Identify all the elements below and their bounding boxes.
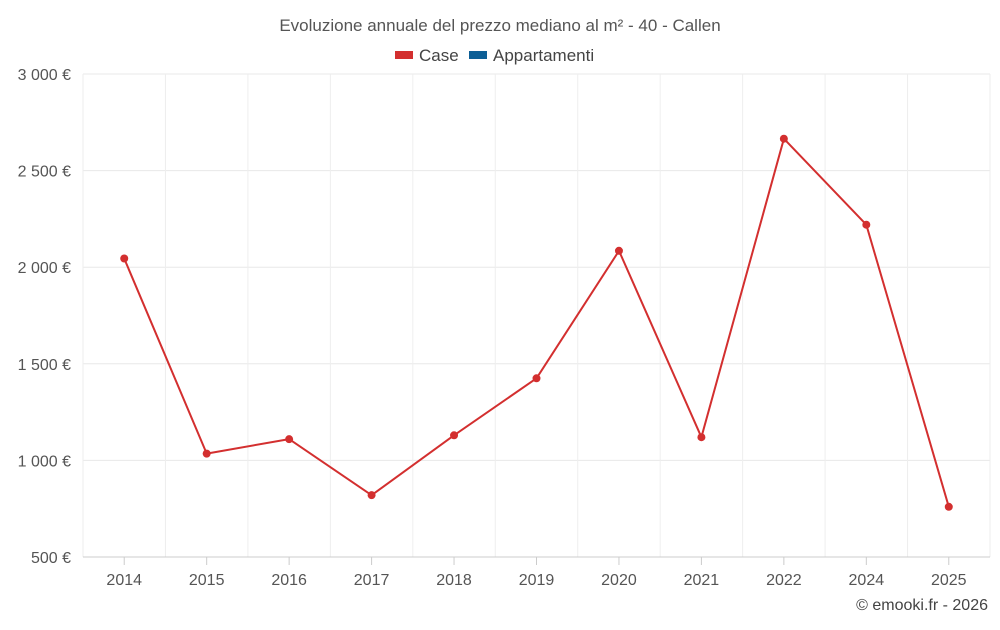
x-tick-label: 2021: [684, 572, 720, 589]
legend-item-case[interactable]: Case: [395, 46, 459, 65]
legend-label-case: Case: [419, 46, 459, 65]
y-tick-label: 2 000 €: [18, 260, 71, 277]
y-tick-label: 500 €: [31, 550, 71, 567]
chart-title: Evoluzione annuale del prezzo mediano al…: [279, 16, 720, 35]
x-tick-label: 2022: [766, 572, 802, 589]
data-point-case[interactable]: [120, 254, 129, 263]
data-point-case[interactable]: [450, 431, 459, 440]
x-tick-label: 2014: [106, 572, 142, 589]
y-tick-label: 2 500 €: [18, 164, 71, 181]
y-tick-label: 1 500 €: [18, 357, 71, 374]
x-tick-label: 2017: [354, 572, 390, 589]
x-tick-label: 2015: [189, 572, 225, 589]
data-point-case[interactable]: [532, 374, 541, 383]
legend-label-appartamenti: Appartamenti: [493, 46, 594, 65]
x-tick-label: 2016: [271, 572, 307, 589]
grid: [82, 73, 991, 558]
x-tick-label: 2020: [601, 572, 637, 589]
series-layer: [120, 134, 953, 511]
x-tick-label: 2025: [931, 572, 967, 589]
legend: Case Appartamenti: [395, 46, 594, 65]
data-point-case[interactable]: [614, 246, 623, 255]
data-point-case[interactable]: [944, 502, 953, 511]
legend-swatch-case: [395, 51, 413, 59]
legend-item-appartamenti[interactable]: Appartamenti: [469, 46, 594, 65]
y-tick-label: 3 000 €: [18, 67, 71, 84]
data-point-case[interactable]: [697, 433, 706, 442]
data-point-case[interactable]: [285, 435, 294, 444]
legend-swatch-appartamenti: [469, 51, 487, 59]
axes: 500 € 1 000 € 1 500 € 2 000 € 2 500 € 3 000 €…: [18, 67, 990, 589]
credit-text: © emooki.fr - 2026: [856, 597, 988, 614]
x-tick-label: 2018: [436, 572, 472, 589]
data-point-case[interactable]: [862, 220, 871, 229]
x-tick-label: 2019: [519, 572, 555, 589]
data-point-case[interactable]: [202, 449, 211, 458]
data-point-case[interactable]: [779, 134, 788, 143]
y-tick-label: 1 000 €: [18, 453, 71, 470]
data-point-case[interactable]: [367, 491, 376, 500]
x-tick-label: 2024: [849, 572, 885, 589]
